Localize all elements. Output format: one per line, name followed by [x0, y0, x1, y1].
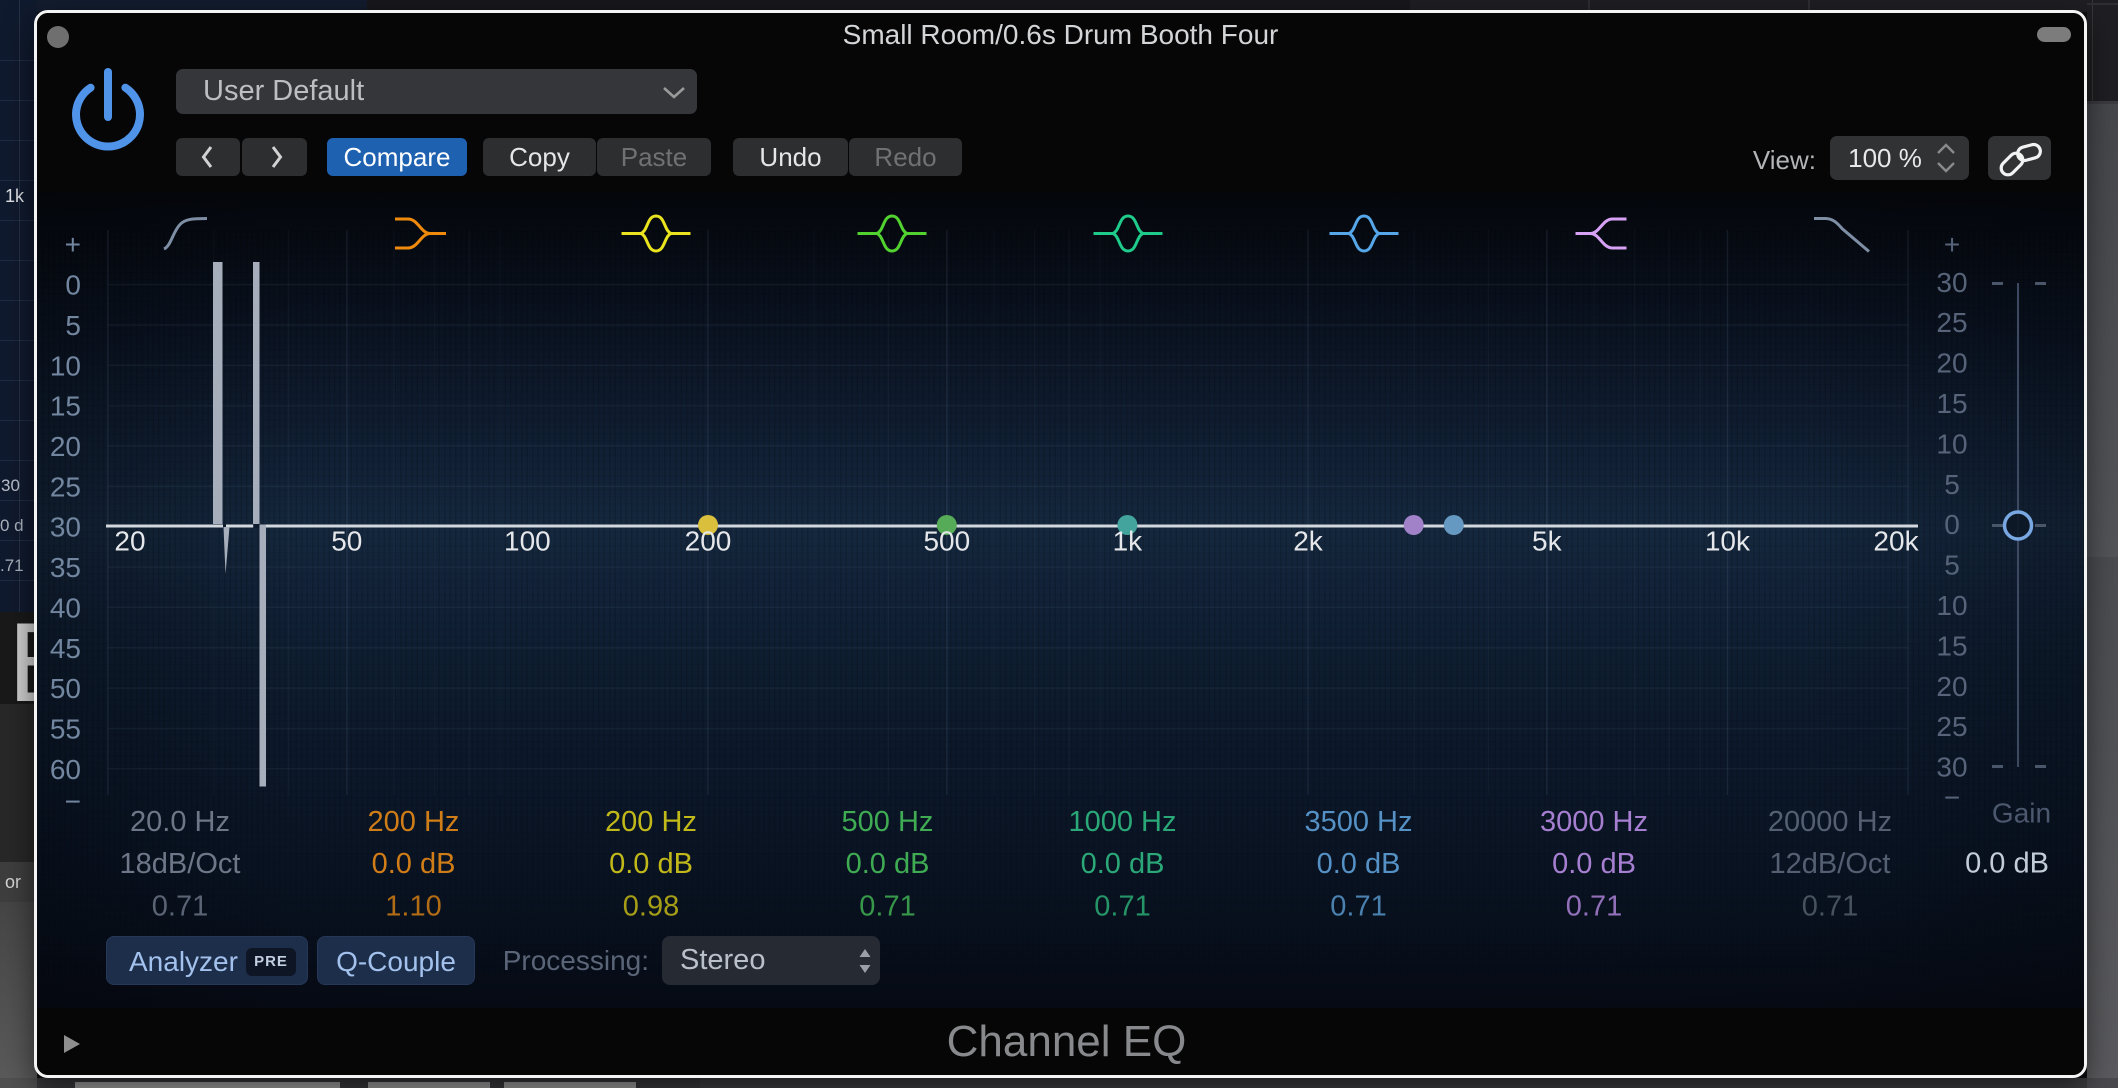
svg-text:25: 25 [1936, 307, 1967, 338]
svg-text:15: 15 [1936, 388, 1967, 419]
svg-text:0.0 dB: 0.0 dB [1081, 848, 1165, 880]
svg-text:5: 5 [1944, 550, 1960, 581]
svg-text:10: 10 [50, 350, 81, 381]
svg-text:200: 200 [685, 526, 732, 557]
svg-text:55: 55 [50, 714, 81, 745]
svg-text:1000 Hz: 1000 Hz [1068, 806, 1176, 838]
svg-text:1k: 1k [1113, 526, 1144, 557]
svg-text:500 Hz: 500 Hz [842, 806, 934, 838]
svg-text:20000 Hz: 20000 Hz [1768, 806, 1892, 838]
svg-text:500: 500 [923, 526, 970, 557]
svg-text:10: 10 [1936, 590, 1967, 621]
svg-text:0.0 dB: 0.0 dB [1965, 848, 2049, 880]
svg-text:−: − [65, 786, 81, 817]
svg-text:3500 Hz: 3500 Hz [1304, 806, 1412, 838]
svg-text:10: 10 [1936, 428, 1967, 459]
svg-text:0.71: 0.71 [1330, 891, 1386, 923]
svg-text:40: 40 [50, 592, 81, 623]
svg-text:30: 30 [50, 512, 81, 543]
svg-text:45: 45 [50, 633, 81, 664]
svg-text:2k: 2k [1293, 526, 1324, 557]
svg-text:+: + [65, 229, 81, 260]
svg-text:5: 5 [65, 310, 81, 341]
svg-text:10k: 10k [1705, 526, 1751, 557]
svg-text:0.71: 0.71 [859, 891, 915, 923]
svg-text:50: 50 [331, 526, 362, 557]
svg-text:12dB/Oct: 12dB/Oct [1770, 848, 1891, 880]
svg-text:0.0 dB: 0.0 dB [609, 848, 693, 880]
svg-text:0.71: 0.71 [1094, 891, 1150, 923]
svg-text:25: 25 [1936, 711, 1967, 742]
svg-text:20: 20 [1936, 671, 1967, 702]
svg-text:20: 20 [1936, 348, 1967, 379]
svg-text:0: 0 [1944, 509, 1960, 540]
svg-text:20.0 Hz: 20.0 Hz [130, 806, 230, 838]
svg-text:0.0 dB: 0.0 dB [1552, 848, 1636, 880]
svg-text:60: 60 [50, 754, 81, 785]
svg-text:15: 15 [50, 391, 81, 422]
svg-text:5k: 5k [1532, 526, 1563, 557]
svg-text:200 Hz: 200 Hz [605, 806, 697, 838]
svg-text:50: 50 [50, 673, 81, 704]
svg-text:200 Hz: 200 Hz [368, 806, 460, 838]
svg-text:1.10: 1.10 [385, 891, 441, 923]
svg-text:20: 20 [50, 431, 81, 462]
svg-text:0.0 dB: 0.0 dB [372, 848, 456, 880]
svg-text:0.71: 0.71 [1566, 891, 1622, 923]
svg-text:−: − [1944, 782, 1960, 813]
svg-text:5: 5 [1944, 469, 1960, 500]
svg-text:100: 100 [504, 526, 551, 557]
svg-text:Gain: Gain [1992, 798, 2051, 829]
svg-text:15: 15 [1936, 630, 1967, 661]
svg-text:0.0 dB: 0.0 dB [846, 848, 930, 880]
svg-text:0.71: 0.71 [152, 891, 208, 923]
svg-text:0.0 dB: 0.0 dB [1317, 848, 1401, 880]
svg-text:25: 25 [50, 471, 81, 502]
svg-text:+: + [1944, 229, 1960, 260]
svg-text:30: 30 [1936, 752, 1967, 783]
svg-text:0: 0 [65, 270, 81, 301]
svg-text:18dB/Oct: 18dB/Oct [120, 848, 241, 880]
svg-text:35: 35 [50, 552, 81, 583]
svg-text:30: 30 [1936, 267, 1967, 298]
svg-text:20: 20 [114, 526, 145, 557]
svg-text:3000 Hz: 3000 Hz [1540, 806, 1648, 838]
svg-text:0.98: 0.98 [623, 891, 679, 923]
svg-text:20k: 20k [1873, 526, 1919, 557]
svg-text:0.71: 0.71 [1802, 891, 1858, 923]
